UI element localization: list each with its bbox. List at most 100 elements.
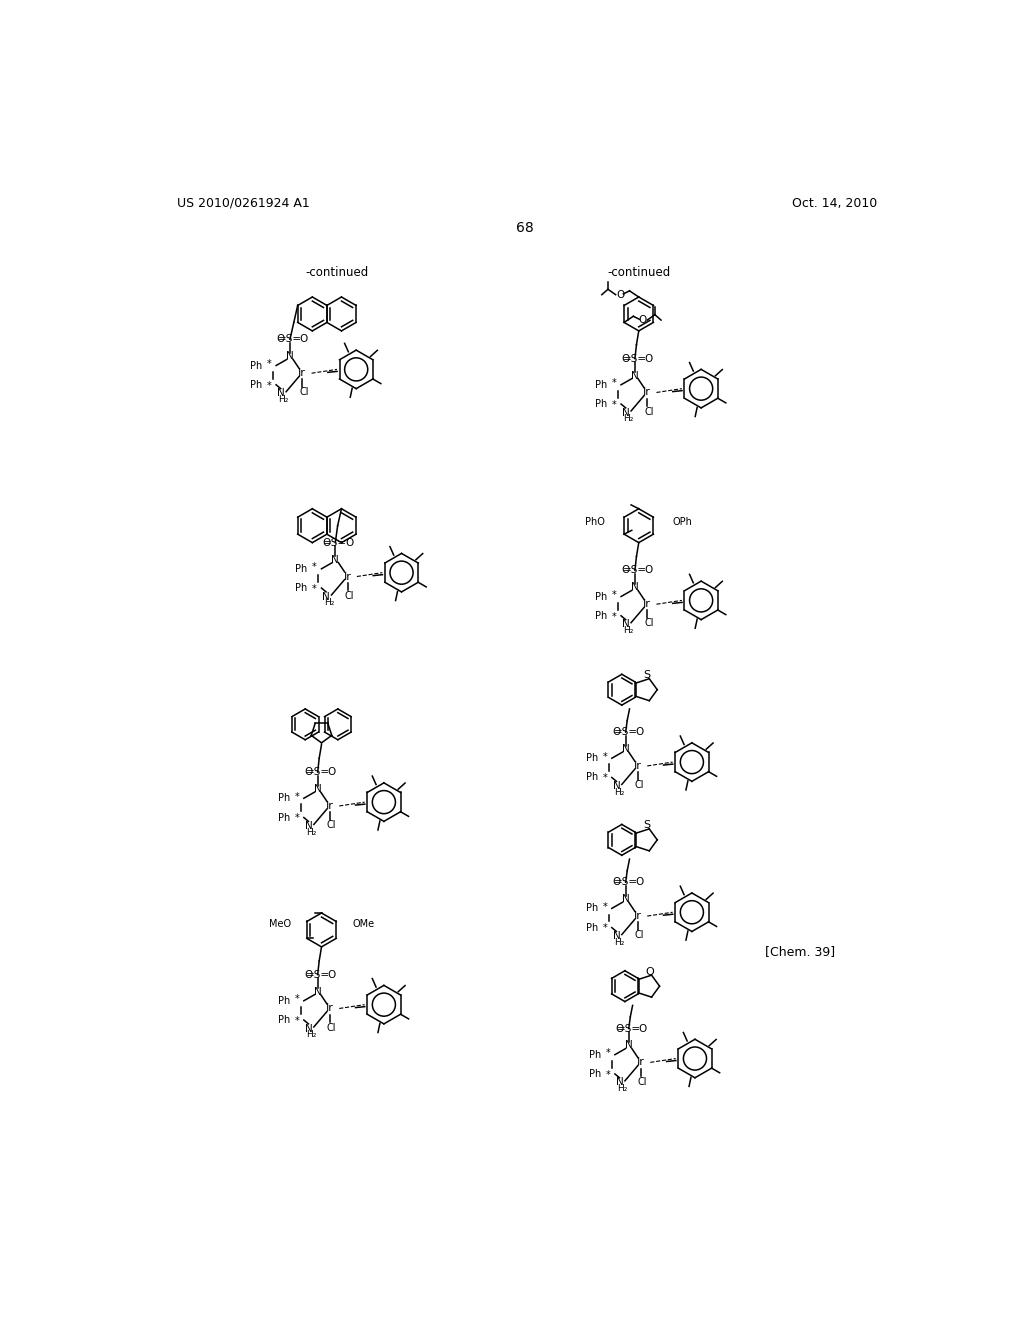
Text: N: N [332,554,339,565]
Text: O: O [638,315,647,325]
Text: *: * [602,774,607,783]
Text: O: O [322,537,330,548]
Text: =S=: =S= [305,767,330,777]
Text: O: O [645,565,653,576]
Text: N: N [622,744,630,754]
Text: Ph: Ph [250,380,262,389]
Text: *: * [295,813,299,824]
Text: O: O [304,767,312,777]
Text: US 2010/0261924 A1: US 2010/0261924 A1 [177,197,309,210]
Text: O: O [328,970,336,979]
Text: *: * [295,994,299,1005]
Text: O: O [636,878,644,887]
Text: Ph: Ph [295,564,307,574]
Text: =S=: =S= [278,334,302,345]
Text: Cl: Cl [344,591,354,601]
Text: N: N [622,619,630,630]
Text: N: N [276,388,285,399]
Text: *: * [605,1048,610,1059]
Text: N: N [612,781,621,791]
Text: H₂: H₂ [324,598,335,607]
Text: Cl: Cl [299,388,308,397]
Text: O: O [622,565,630,576]
Text: Ir: Ir [344,572,351,582]
Text: Ph: Ph [250,360,262,371]
Text: OPh: OPh [673,517,692,527]
Text: Ph: Ph [586,772,598,783]
Text: Ph: Ph [278,813,290,822]
Text: N: N [304,821,312,832]
Text: Ph: Ph [589,1049,601,1060]
Text: =S=: =S= [623,354,647,363]
Text: N: N [304,1023,312,1034]
Text: O: O [636,727,644,737]
Text: *: * [267,380,271,391]
Text: O: O [645,966,654,977]
Text: *: * [602,902,607,912]
Text: Ph: Ph [278,793,290,804]
Text: Ph: Ph [278,995,290,1006]
Text: Ir: Ir [643,599,651,610]
Text: N: N [615,1077,624,1088]
Text: S: S [644,671,651,680]
Text: N: N [622,408,630,417]
Text: *: * [611,400,616,409]
Text: N: N [313,784,322,795]
Text: O: O [345,537,353,548]
Text: =S=: =S= [324,537,347,548]
Text: H₂: H₂ [624,626,634,635]
Text: *: * [602,751,607,762]
Text: Ph: Ph [595,591,607,602]
Text: *: * [295,792,299,801]
Text: Cl: Cl [644,619,653,628]
Text: Cl: Cl [327,1023,336,1032]
Text: H₂: H₂ [614,788,625,796]
Text: 68: 68 [516,220,534,235]
Text: Ph: Ph [278,1015,290,1026]
Text: O: O [328,767,336,777]
Text: N: N [286,351,294,362]
Text: Ph: Ph [586,754,598,763]
Text: N: N [631,371,639,380]
Text: Ir: Ir [637,1057,645,1068]
Text: H₂: H₂ [279,395,289,404]
Text: Ph: Ph [595,380,607,389]
Text: Cl: Cl [644,407,653,417]
Text: H₂: H₂ [306,1030,316,1039]
Text: N: N [622,894,630,904]
Text: Ph: Ph [595,399,607,409]
Text: Cl: Cl [635,931,644,940]
Text: *: * [611,379,616,388]
Text: O: O [645,354,653,363]
Text: H₂: H₂ [614,937,625,946]
Text: Ir: Ir [643,388,651,397]
Text: H₂: H₂ [617,1084,628,1093]
Text: [Chem. 39]: [Chem. 39] [765,945,836,958]
Text: O: O [622,354,630,363]
Text: Ir: Ir [326,801,334,810]
Text: O: O [612,727,621,737]
Text: O: O [615,1023,624,1034]
Text: =S=: =S= [623,565,647,576]
Text: MeO: MeO [268,919,291,929]
Text: O: O [639,1023,647,1034]
Text: -continued: -continued [607,265,671,279]
Text: *: * [605,1069,610,1080]
Text: H₂: H₂ [624,414,634,424]
Text: Ir: Ir [634,911,642,921]
Text: O: O [276,334,285,345]
Text: Ir: Ir [326,1003,334,1014]
Text: N: N [631,582,639,593]
Text: O: O [304,970,312,979]
Text: -continued: -continued [305,265,369,279]
Text: Ir: Ir [634,760,642,771]
Text: Ph: Ph [295,583,307,593]
Text: =S=: =S= [613,727,638,737]
Text: PhO: PhO [585,517,605,527]
Text: =S=: =S= [613,878,638,887]
Text: Ir: Ir [298,368,306,379]
Text: *: * [312,583,316,594]
Text: Ph: Ph [586,903,598,913]
Text: Cl: Cl [635,780,644,791]
Text: O: O [612,878,621,887]
